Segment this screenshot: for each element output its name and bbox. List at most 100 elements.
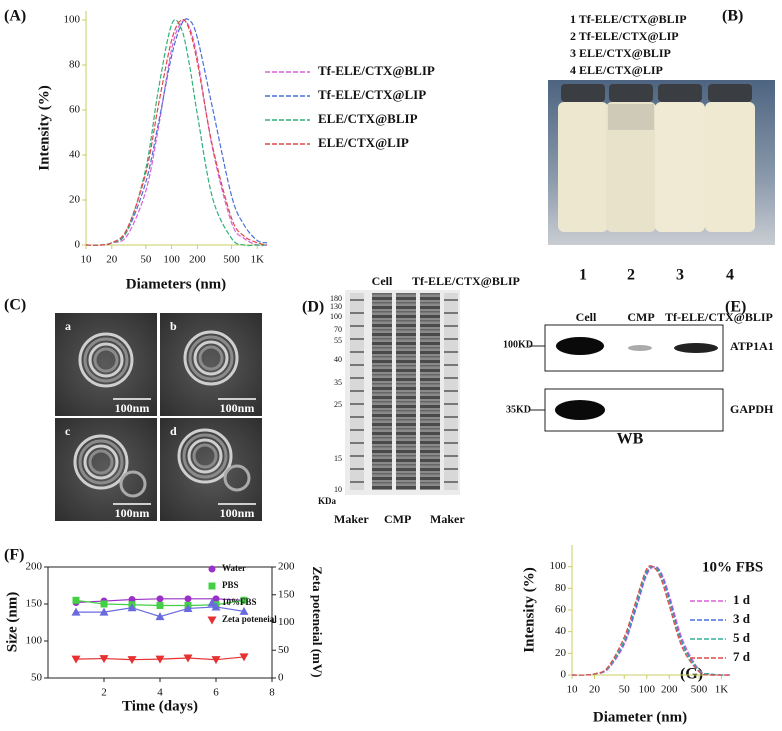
vesicle-ring	[177, 428, 233, 484]
panel-label: (B)	[722, 8, 743, 25]
vial	[606, 84, 656, 232]
vial-legend: 2 Tf-ELE/CTX@LIP	[570, 29, 679, 43]
y-tick-label: 100	[64, 14, 81, 26]
scale-label: 100nm	[220, 506, 255, 520]
panel-label: (E)	[725, 299, 746, 316]
marker	[183, 603, 193, 612]
vesicle-ring	[73, 434, 129, 490]
panel-label: (C)	[4, 297, 26, 314]
vesicle-ring	[88, 342, 124, 378]
marker	[71, 607, 81, 616]
vial	[558, 84, 608, 232]
vials-panel: 1 Tf-ELE/CTX@BLIP 2 Tf-ELE/CTX@LIP 3 ELE…	[548, 12, 775, 284]
vesicle-ring	[198, 345, 224, 371]
x-axis-label: Diameters (nm)	[126, 276, 226, 292]
series-line	[571, 566, 731, 676]
x-tick-label: 2	[101, 687, 107, 699]
annotation: 10% FBS	[702, 559, 763, 575]
vesicle	[223, 464, 251, 492]
y2-tick-label: 50	[278, 644, 290, 656]
marker	[99, 607, 109, 616]
y-tick-label: 80	[69, 59, 81, 71]
x-tick-label: 1K	[715, 684, 729, 696]
legend-label: 1 d	[733, 592, 751, 607]
vial	[705, 84, 755, 232]
y-tick-label: 0	[75, 239, 81, 251]
lane-label: Maker	[334, 512, 369, 526]
marker	[239, 606, 249, 615]
marker	[208, 582, 216, 590]
legend-label: 5 d	[733, 630, 751, 645]
marker	[155, 612, 165, 621]
series-line	[571, 565, 730, 676]
y2-tick-label: 0	[278, 672, 284, 684]
vesicle-ring	[93, 347, 119, 373]
marker	[207, 598, 217, 607]
marker	[211, 656, 221, 665]
x-axis-label: Time (days)	[122, 698, 198, 714]
x-tick-label: 6	[213, 687, 219, 699]
panel-label: (A)	[4, 8, 26, 25]
x-axis-label: Diameter (nm)	[593, 709, 687, 725]
protein-label: ATP1A1	[730, 339, 774, 353]
unit: KDa	[318, 496, 337, 506]
series-line	[571, 565, 731, 676]
vial-number: 1	[579, 267, 587, 284]
marker-label: 55	[334, 336, 342, 345]
marker	[183, 654, 193, 663]
lane-label: Tf-ELE/CTX@BLIP	[665, 310, 773, 324]
marker	[100, 600, 108, 608]
gel-panel: Cell Tf-ELE/CTX@BLIP Maker CMP Maker KDa	[318, 274, 520, 526]
vesicle-ring	[83, 337, 129, 383]
gel-lane	[420, 293, 440, 490]
scale-label: 100nm	[220, 401, 255, 415]
y-tick-label: 40	[69, 149, 81, 161]
vesicle-ring	[187, 438, 223, 474]
panel-label: (G)	[680, 666, 703, 683]
marker	[127, 656, 137, 665]
marker	[239, 653, 249, 662]
x-tick-label: 8	[269, 687, 275, 699]
legend-label: Zeta poteneial	[222, 614, 277, 624]
series-line	[85, 19, 267, 247]
x-tick-label: 50	[140, 254, 152, 266]
image-label: c	[65, 424, 71, 438]
y-tick-label: 0	[561, 669, 567, 681]
y2-axis-label: Zeta poteneial (mV)	[310, 566, 325, 677]
band	[628, 345, 652, 351]
marker	[156, 601, 164, 609]
x-tick-label: 4	[157, 687, 163, 699]
legend-label: 10%FBS	[222, 597, 257, 607]
y-tick-label: 60	[69, 104, 81, 116]
legend-label: PBS	[222, 580, 239, 590]
vesicle-ring	[83, 444, 119, 480]
panel-label: (F)	[4, 547, 24, 564]
y2-tick-label: 100	[278, 616, 295, 628]
marker-label: 25	[334, 400, 342, 409]
y-tick-label: 60	[555, 604, 567, 616]
legend-label: Tf-ELE/CTX@BLIP	[318, 63, 435, 78]
marker	[99, 655, 109, 664]
x-tick-label: 200	[189, 254, 206, 266]
vesicle-ring	[193, 340, 229, 376]
size-label: 100KD	[503, 339, 533, 350]
gel-lane	[396, 293, 416, 490]
legend-label: 7 d	[733, 649, 751, 664]
legend-label: 3 d	[733, 611, 751, 626]
vesicle	[119, 470, 147, 498]
lane-label: Maker	[430, 512, 465, 526]
vial-legend: 1 Tf-ELE/CTX@BLIP	[570, 12, 687, 26]
y-tick-label: 50	[31, 672, 43, 684]
marker	[184, 595, 192, 603]
tem-panel: a 100nm b 100nm c 100nm d 100nm	[55, 313, 262, 521]
x-tick-label: 50	[619, 684, 631, 696]
marker	[72, 596, 80, 604]
vesicle-ring	[183, 330, 239, 386]
vial-legend: 3 ELE/CTX@BLIP	[570, 46, 671, 60]
y-axis-label: Intensity (%)	[36, 85, 52, 170]
y-tick-label: 20	[69, 194, 81, 206]
marker-label: 10	[334, 485, 342, 494]
legend-label: Tf-ELE/CTX@LIP	[318, 87, 426, 102]
